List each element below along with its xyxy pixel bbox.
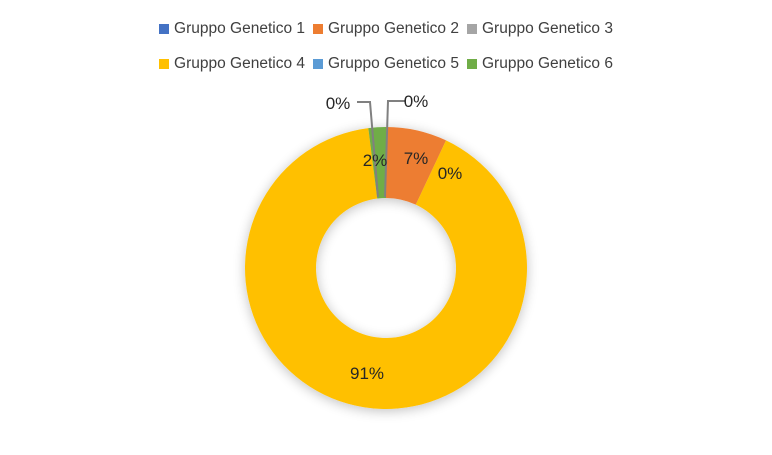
data-label: 0% [404, 92, 429, 111]
donut-slice [244, 128, 527, 410]
data-label: 0% [326, 94, 351, 113]
legend-swatch [159, 24, 170, 34]
legend-label: Gruppo Genetico 6 [481, 55, 613, 72]
legend-item: Gruppo Genetico 3 [466, 20, 613, 38]
leader-line [384, 100, 405, 198]
legend-item: Gruppo Genetico 2 [313, 20, 459, 38]
legend-item: Gruppo Genetico 5 [313, 55, 459, 73]
legend-label: Gruppo Genetico 2 [328, 20, 459, 37]
leader-line [357, 101, 379, 198]
legend-row: Gruppo Genetico 4 Gruppo Genetico 5 Gruppo… [0, 55, 772, 73]
donut-slice [386, 127, 447, 205]
data-label: 7% [404, 149, 429, 168]
legend-item: Gruppo Genetico 6 [466, 55, 613, 73]
legend-swatch [159, 59, 170, 69]
legend-label: Gruppo Genetico 3 [481, 20, 613, 37]
legend-swatch [313, 24, 323, 34]
data-label: 2% [363, 151, 388, 170]
legend-swatch [313, 59, 323, 69]
legend-label: Gruppo Genetico 5 [328, 55, 459, 72]
legend-label: Gruppo Genetico 4 [174, 55, 305, 72]
legend-item: Gruppo Genetico 1 [159, 20, 305, 38]
data-label: 91% [350, 364, 384, 383]
legend-swatch [466, 24, 477, 34]
legend-item: Gruppo Genetico 4 [159, 55, 305, 73]
legend-swatch [466, 59, 477, 69]
data-label: 0% [438, 164, 463, 183]
legend-row: Gruppo Genetico 1 Gruppo Genetico 2 Gruppo… [0, 20, 772, 38]
legend-label: Gruppo Genetico 1 [174, 20, 305, 37]
